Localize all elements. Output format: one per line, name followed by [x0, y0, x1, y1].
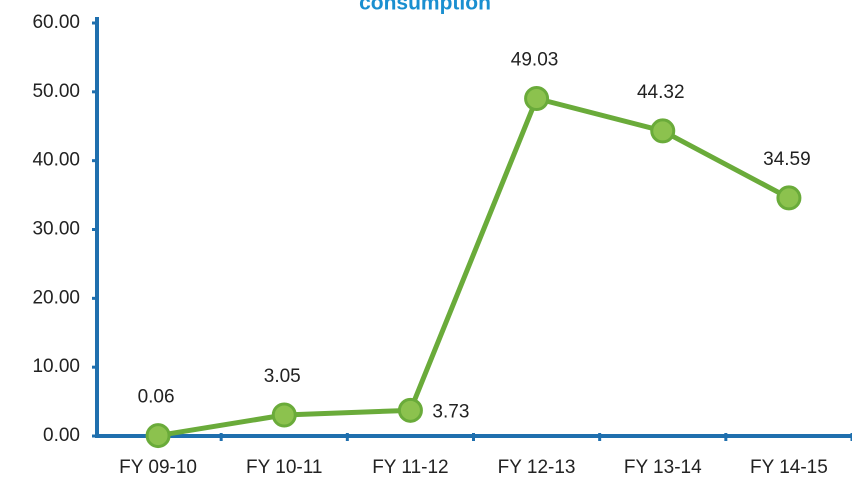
y-tick-label: 20.00	[32, 287, 80, 308]
y-tick-label: 30.00	[32, 219, 80, 240]
y-tick-label: 0.00	[43, 425, 80, 446]
x-tick-label: FY 11-12	[372, 457, 448, 478]
x-tick-label: FY 14-15	[750, 457, 828, 478]
x-tick-label: FY 13-14	[624, 457, 702, 478]
x-tick-label: FY 10-11	[246, 457, 322, 478]
y-tick-label: 60.00	[32, 12, 80, 33]
data-label: 49.03	[511, 50, 559, 71]
x-tick-label: FY 12-13	[498, 457, 576, 478]
point	[524, 86, 550, 112]
y-tick-label: 40.00	[32, 150, 80, 171]
point	[776, 185, 802, 211]
data-label: 3.73	[432, 401, 469, 422]
point	[145, 423, 171, 449]
line	[157, 96, 791, 439]
data-label: 0.06	[138, 387, 175, 408]
y-tick-label: 10.00	[32, 356, 80, 377]
x-tick-label: FY 09-10	[119, 457, 197, 478]
data-label: 34.59	[763, 149, 811, 170]
chart-title: consumption	[359, 0, 491, 15]
point	[397, 397, 423, 423]
y-tick-label: 50.00	[32, 81, 80, 102]
data-label: 3.05	[264, 366, 301, 387]
point	[271, 402, 297, 428]
point	[650, 118, 676, 144]
data-label: 44.32	[637, 82, 685, 103]
